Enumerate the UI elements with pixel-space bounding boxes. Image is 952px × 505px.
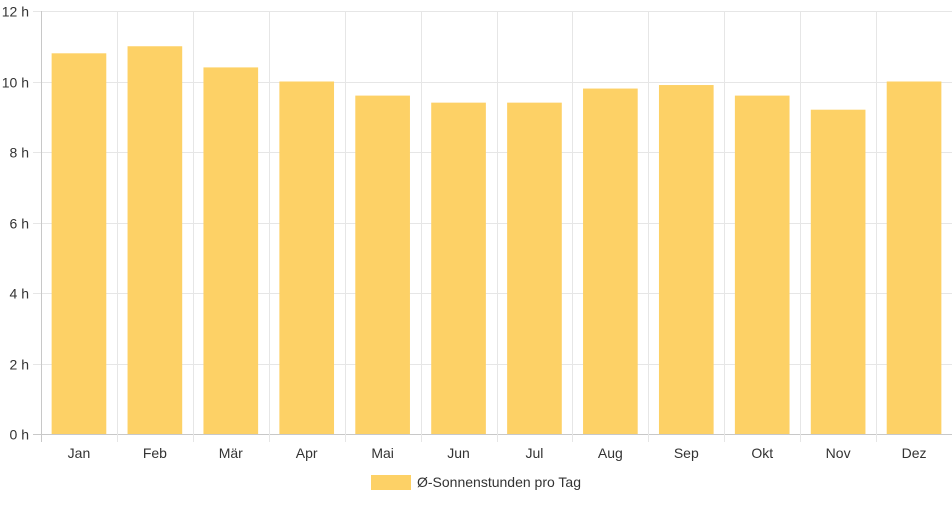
bar-nov[interactable] xyxy=(810,109,866,434)
x-tick-label: Jun xyxy=(447,445,470,461)
x-tick-label: Sep xyxy=(674,445,699,461)
y-tick-label: 10 h xyxy=(2,75,29,91)
bars xyxy=(51,46,942,435)
x-tick-label: Jul xyxy=(526,445,544,461)
bar-jan[interactable] xyxy=(51,53,107,435)
bar-jun[interactable] xyxy=(431,102,486,435)
bar-mai[interactable] xyxy=(355,95,410,434)
bar-apr[interactable] xyxy=(279,81,335,435)
y-axis-ticks: 0 h 2 h 4 h 6 h 8 h 10 h 12 h xyxy=(2,4,29,443)
x-tick-label: Aug xyxy=(598,445,623,461)
x-tick-label: Mai xyxy=(371,445,394,461)
bar-okt[interactable] xyxy=(734,95,790,434)
legend[interactable]: Ø-Sonnenstunden pro Tag xyxy=(371,474,581,490)
y-tick-label: 0 h xyxy=(10,427,29,443)
y-tick-label: 4 h xyxy=(10,286,29,302)
bar-sep[interactable] xyxy=(658,85,714,435)
x-tick-label: Okt xyxy=(751,445,773,461)
x-tick-label: Dez xyxy=(902,445,927,461)
x-axis-ticks: Jan Feb Mär Apr Mai Jun Jul Aug Sep Okt Nov Dez xyxy=(68,445,927,461)
x-tick-label: Apr xyxy=(296,445,318,461)
legend-swatch xyxy=(371,475,411,490)
x-tick-label: Mär xyxy=(219,445,243,461)
bar-aug[interactable] xyxy=(583,88,638,435)
bar-dez[interactable] xyxy=(886,81,942,435)
x-tick-label: Nov xyxy=(826,445,851,461)
y-tick-label: 2 h xyxy=(10,357,29,373)
legend-label: Ø-Sonnenstunden pro Tag xyxy=(417,474,581,490)
bar-mär[interactable] xyxy=(203,67,259,435)
grid-lines xyxy=(33,11,952,442)
y-tick-label: 8 h xyxy=(10,145,29,161)
bar-jul[interactable] xyxy=(507,102,562,435)
bar-feb[interactable] xyxy=(127,46,183,434)
x-tick-label: Jan xyxy=(68,445,91,461)
y-tick-label: 6 h xyxy=(10,216,29,232)
y-tick-label: 12 h xyxy=(2,4,29,20)
x-tick-label: Feb xyxy=(143,445,167,461)
